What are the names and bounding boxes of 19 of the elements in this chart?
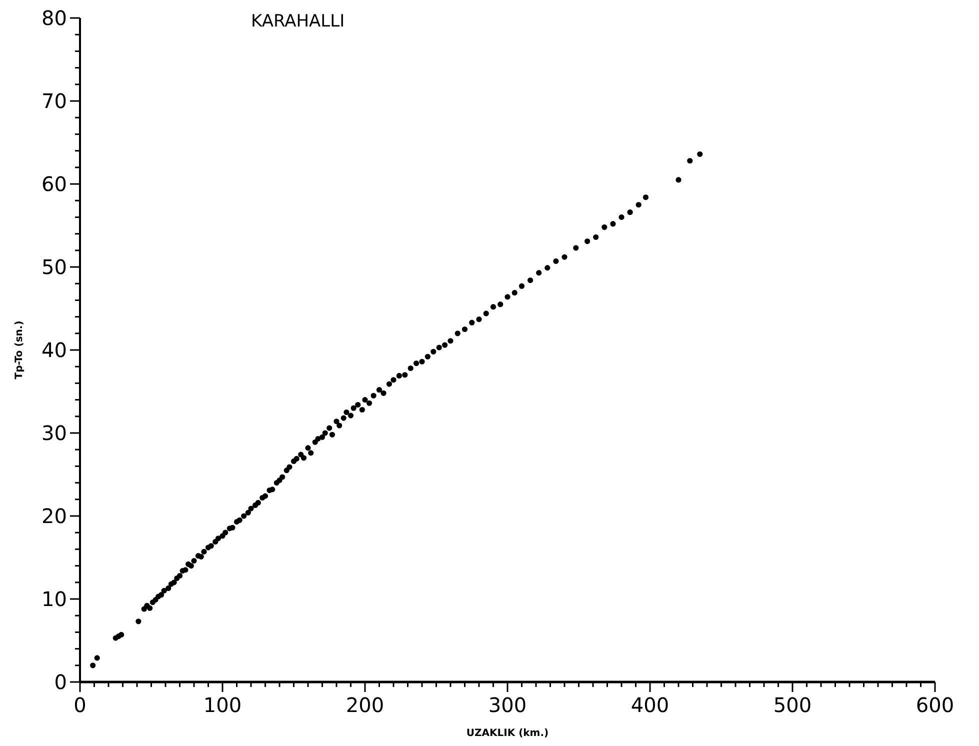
y-tick-label: 60	[42, 172, 67, 196]
chart-title: KARAHALLI	[251, 12, 345, 32]
x-axis-title: UZAKLIK (km.)	[466, 728, 549, 739]
x-tick-label: 500	[773, 693, 812, 717]
y-tick-label: 20	[42, 504, 67, 528]
x-tick-label: 0	[74, 693, 86, 717]
y-tick-label: 70	[42, 89, 67, 113]
x-tick-label: 300	[488, 693, 527, 717]
y-tick-label: 80	[42, 6, 67, 30]
y-tick-label: 0	[54, 670, 67, 694]
y-tick-label: 30	[42, 421, 67, 445]
x-tick-label: 100	[203, 693, 242, 717]
y-axis-title: Tp-To (sn.)	[14, 320, 25, 380]
x-tick-label: 200	[346, 693, 384, 717]
y-tick-label: 50	[42, 255, 67, 279]
y-tick-label: 10	[42, 587, 67, 611]
y-tick-label: 40	[42, 338, 67, 362]
x-tick-label: 400	[630, 693, 670, 717]
x-tick-label: 600	[916, 693, 954, 717]
